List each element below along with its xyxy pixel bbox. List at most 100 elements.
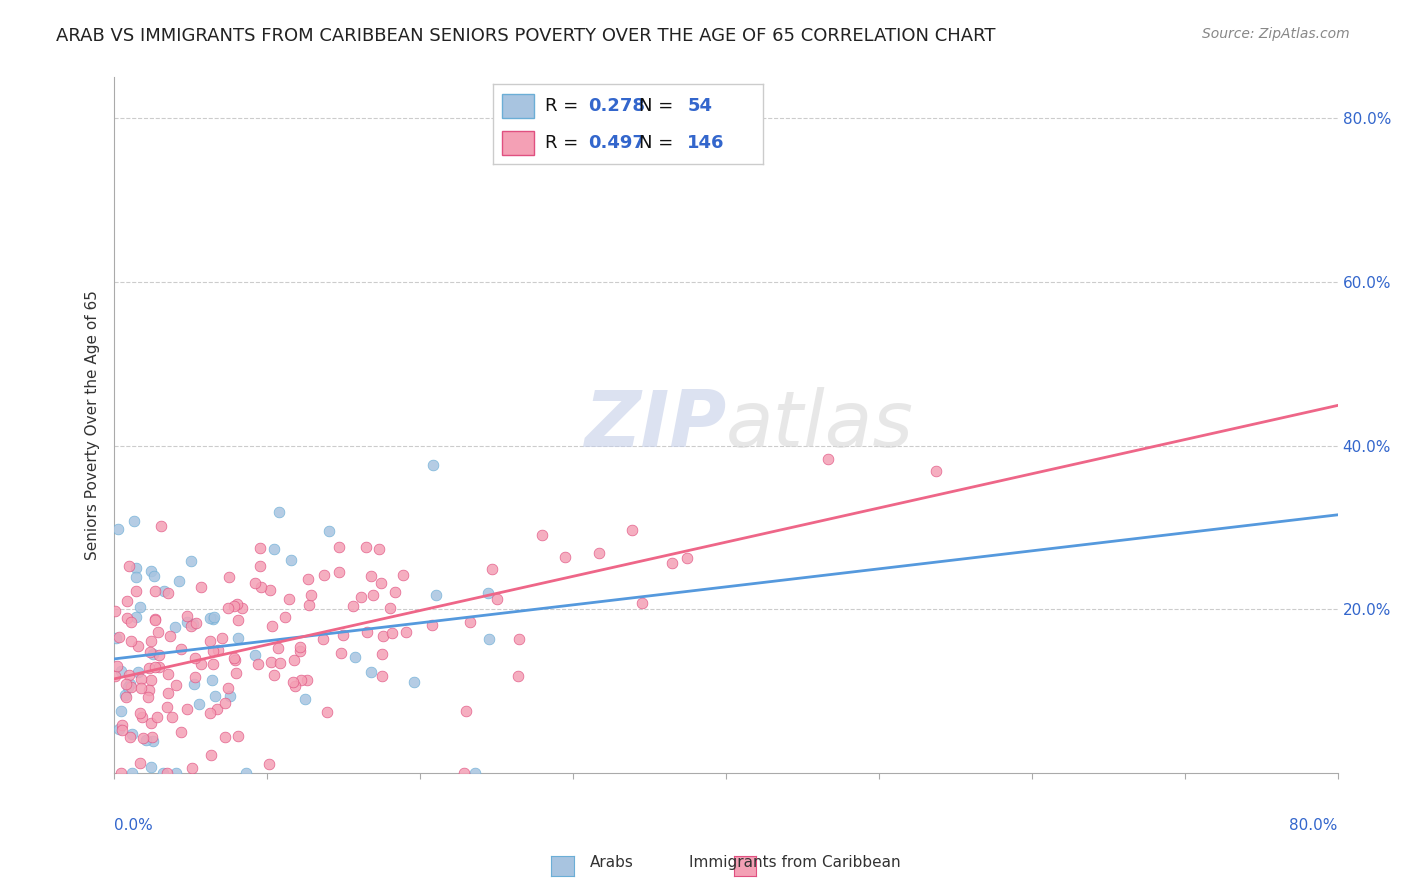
Point (378, 601, 401, 615)
Point (329, 646, 352, 660)
Point (283, 652, 305, 666)
Point (453, 765, 475, 780)
Point (114, 689, 136, 703)
Point (226, 597, 249, 611)
Point (218, 569, 240, 583)
Point (371, 669, 394, 683)
Point (257, 757, 280, 772)
Point (120, 615, 142, 630)
Point (288, 644, 311, 658)
Point (121, 727, 143, 741)
Point (108, 722, 131, 736)
Point (190, 657, 212, 672)
Point (381, 625, 404, 640)
Point (200, 706, 222, 721)
Point (205, 702, 228, 716)
Point (260, 655, 283, 669)
Point (139, 645, 162, 659)
Point (120, 681, 142, 695)
Point (316, 705, 339, 719)
Point (207, 643, 229, 657)
Point (373, 629, 395, 643)
Point (131, 710, 153, 724)
Point (263, 668, 285, 682)
Point (115, 690, 138, 704)
Point (107, 522, 129, 536)
Point (201, 673, 224, 687)
Point (477, 586, 499, 600)
Point (118, 730, 141, 744)
Point (131, 681, 153, 696)
Point (186, 615, 208, 630)
Point (153, 583, 176, 598)
Point (201, 644, 224, 658)
Point (554, 550, 576, 565)
Point (156, 765, 179, 780)
Point (294, 691, 316, 706)
Point (817, 451, 839, 466)
Point (125, 583, 148, 598)
Point (486, 591, 509, 606)
Point (422, 458, 444, 472)
Point (290, 673, 312, 688)
Point (249, 541, 271, 555)
Point (202, 657, 225, 671)
Point (395, 624, 418, 639)
Point (226, 730, 249, 744)
Point (128, 706, 150, 720)
Point (267, 641, 290, 656)
Point (200, 747, 222, 762)
Point (214, 696, 236, 710)
Point (231, 601, 253, 615)
Point (169, 574, 191, 588)
Point (278, 591, 301, 606)
Point (531, 528, 554, 542)
Point (249, 558, 271, 573)
Point (312, 632, 335, 646)
Point (165, 765, 187, 780)
Point (152, 765, 174, 780)
Point (508, 669, 530, 683)
Point (620, 523, 643, 537)
Point (127, 639, 149, 653)
Point (588, 546, 610, 560)
Point (156, 700, 179, 714)
Point (105, 631, 128, 645)
Point (138, 661, 160, 675)
Point (263, 542, 285, 557)
Point (143, 660, 166, 674)
Point (274, 609, 297, 624)
Point (288, 640, 311, 654)
Point (183, 677, 205, 691)
Point (157, 586, 180, 600)
Point (225, 665, 247, 680)
Point (105, 659, 128, 673)
Point (120, 634, 142, 648)
Text: Immigrants from Caribbean: Immigrants from Caribbean (689, 855, 900, 870)
Point (404, 674, 426, 689)
Point (159, 629, 181, 643)
Point (110, 765, 132, 780)
Point (925, 464, 948, 478)
Point (219, 689, 242, 703)
Point (170, 724, 193, 739)
Point (243, 648, 266, 662)
Point (184, 670, 207, 684)
Point (354, 540, 377, 554)
Point (202, 610, 225, 624)
Point (180, 619, 202, 633)
Point (360, 568, 382, 582)
Point (176, 701, 198, 715)
Point (157, 667, 180, 681)
Point (146, 710, 169, 724)
Point (139, 634, 162, 648)
Point (259, 582, 281, 597)
Point (222, 599, 245, 613)
Text: atlas: atlas (725, 387, 914, 463)
Point (125, 610, 148, 624)
Point (226, 613, 249, 627)
Point (138, 690, 160, 704)
Point (360, 665, 382, 680)
Point (104, 669, 127, 683)
Point (281, 675, 304, 690)
